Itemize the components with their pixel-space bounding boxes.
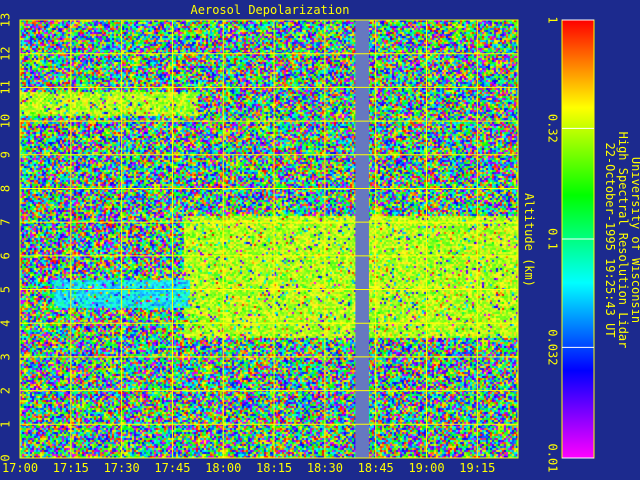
y-tick-label: 4 bbox=[0, 320, 13, 327]
y-tick-label: 6 bbox=[0, 252, 13, 259]
y-tick-label: 8 bbox=[0, 185, 13, 192]
x-tick-label: 18:30 bbox=[307, 461, 343, 475]
x-tick-label: 17:00 bbox=[2, 461, 38, 475]
x-tick-label: 17:45 bbox=[154, 461, 190, 475]
y-tick-label: 5 bbox=[0, 286, 13, 293]
y-axis-label: Altitude (km) bbox=[522, 193, 536, 287]
y-tick-label: 12 bbox=[0, 46, 13, 60]
y-tick-label: 11 bbox=[0, 80, 13, 94]
x-tick-label: 17:15 bbox=[53, 461, 89, 475]
x-tick-label: 19:00 bbox=[408, 461, 444, 475]
depolarization-heatmap bbox=[20, 20, 518, 458]
x-tick-label: 18:45 bbox=[358, 461, 394, 475]
colorbar: 0.01 0.032 0.1 0.32 1 bbox=[546, 16, 595, 472]
x-tick-label: 18:00 bbox=[205, 461, 241, 475]
colorbar-tick-label: 0.032 bbox=[546, 329, 560, 365]
x-axis: 17:00 17:15 17:30 17:45 18:00 18:15 18:30 18:45… bbox=[2, 461, 495, 475]
x-tick-label: 17:30 bbox=[104, 461, 140, 475]
x-tick-label: 18:15 bbox=[256, 461, 292, 475]
colorbar-tick-label: 1 bbox=[546, 16, 560, 23]
grid-lines bbox=[19, 19, 519, 459]
y-tick-label: 1 bbox=[0, 421, 13, 428]
colorbar-tick-label: 0.32 bbox=[546, 114, 560, 143]
y-tick-label: 10 bbox=[0, 114, 13, 128]
plot-area bbox=[20, 20, 518, 458]
chart-title: Aerosol Depolarization bbox=[191, 3, 350, 17]
y-tick-label: 9 bbox=[0, 151, 13, 158]
colorbar-tick-label: 0.1 bbox=[546, 228, 560, 250]
instrument-text: High Spectral Resolution Lidar bbox=[616, 132, 630, 349]
x-tick-label: 19:15 bbox=[459, 461, 495, 475]
colorbar-tick-label: 0.01 bbox=[546, 444, 560, 473]
y-tick-label: 7 bbox=[0, 219, 13, 226]
y-tick-label: 3 bbox=[0, 353, 13, 360]
timestamp-text: 22-October-1995 19:25:43 UT bbox=[603, 142, 617, 337]
y-tick-label: 13 bbox=[0, 13, 13, 27]
data-gap bbox=[355, 20, 369, 458]
instrument-info: University of Wisconsin High Spectral Re… bbox=[603, 132, 640, 349]
y-tick-label: 0 bbox=[0, 454, 13, 461]
institution-text: University of Wisconsin bbox=[629, 157, 640, 323]
y-tick-label: 2 bbox=[0, 387, 13, 394]
y-axis: 012345678910111213 bbox=[0, 13, 13, 462]
